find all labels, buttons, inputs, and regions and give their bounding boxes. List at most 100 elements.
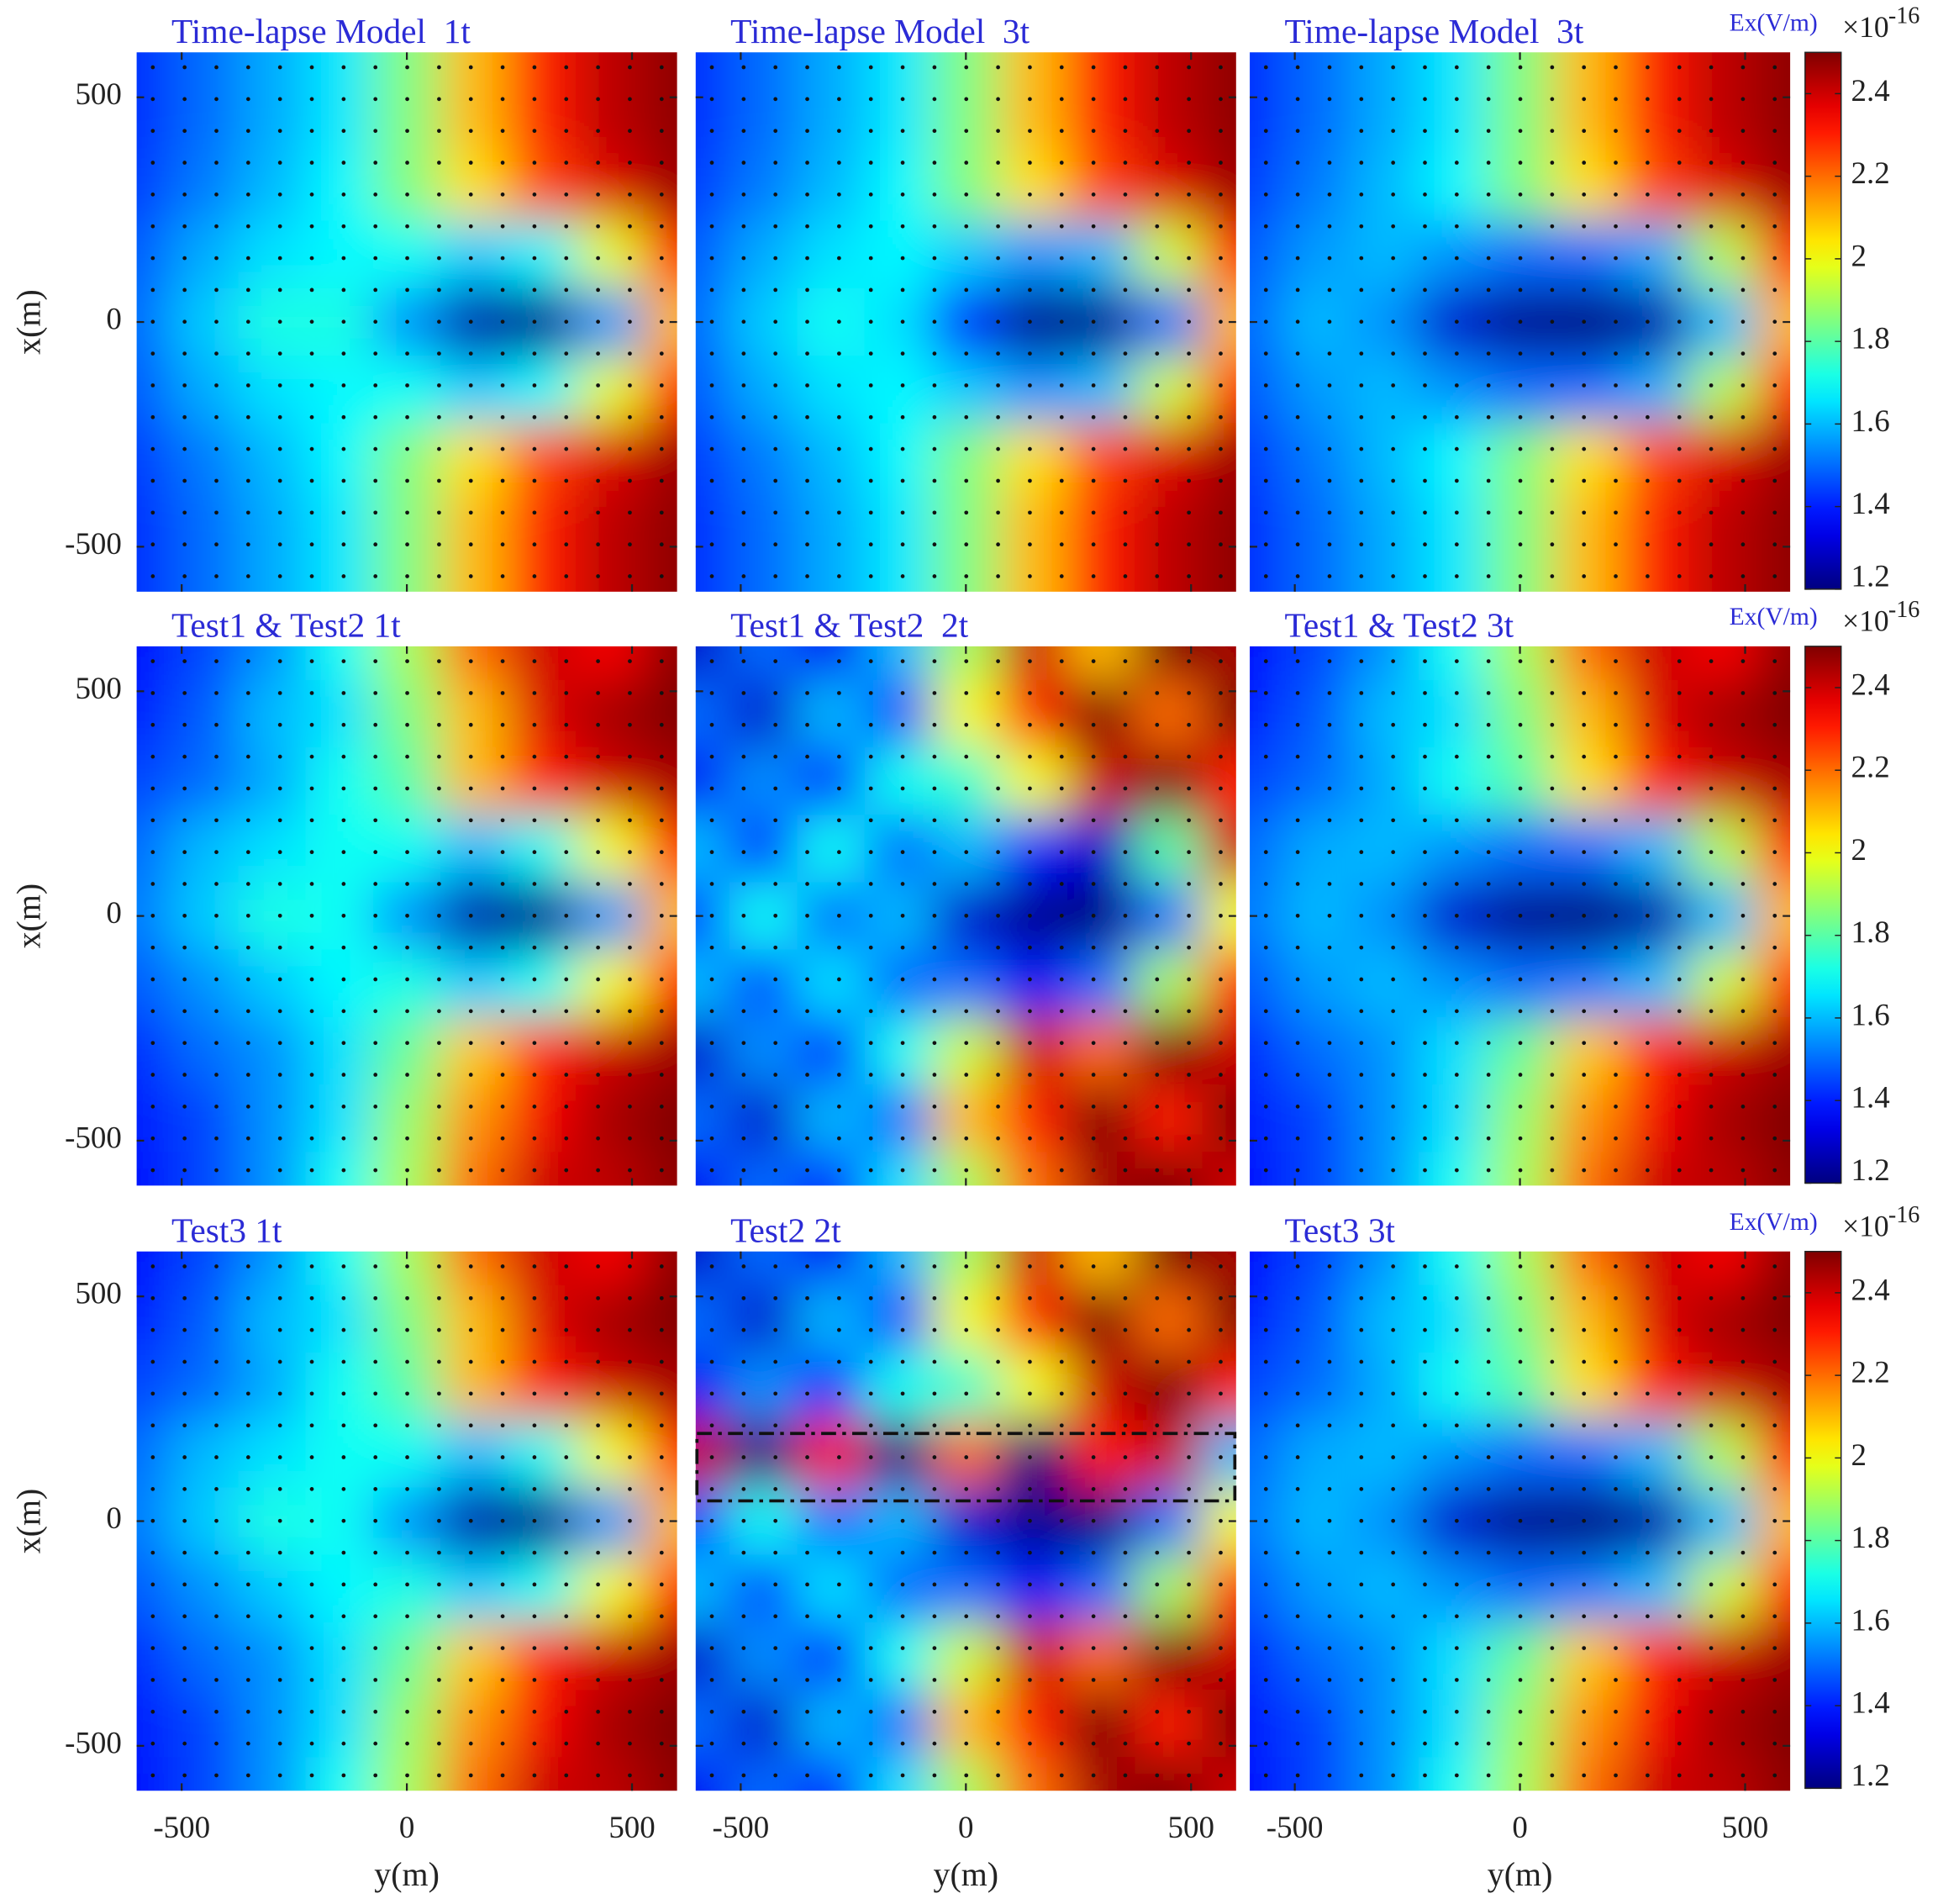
station-dot (1486, 1359, 1491, 1364)
station-dot (1454, 193, 1459, 197)
station-dot (1059, 1264, 1064, 1268)
station-dot (341, 722, 346, 727)
station-dot (1518, 882, 1523, 886)
station-dot (1423, 1168, 1427, 1173)
station-dot (1187, 1582, 1192, 1587)
station-dot (437, 574, 441, 578)
station-dot (1391, 319, 1396, 324)
cell (1283, 356, 1352, 425)
station-dot (1454, 850, 1459, 855)
station-dot (900, 1168, 905, 1173)
cell (1351, 153, 1419, 222)
station-dot (1091, 945, 1096, 950)
station-dot (628, 1041, 632, 1046)
station-dot (564, 1391, 569, 1396)
cell (864, 557, 933, 592)
station-dot (805, 351, 809, 356)
station-dot (182, 1295, 187, 1300)
station-dot (1187, 882, 1192, 886)
station-dot (277, 1136, 282, 1141)
station-dot (1295, 1327, 1300, 1332)
station-dot (596, 1041, 600, 1046)
colorbar (1804, 1251, 1842, 1790)
station-dot (182, 818, 187, 823)
x-tick-label: 500 (1168, 1810, 1214, 1844)
station-dot (659, 193, 664, 197)
cell (440, 1353, 509, 1421)
station-dot (709, 1518, 714, 1523)
station-dot (596, 574, 600, 578)
station-dot (1772, 383, 1777, 388)
cell (999, 646, 1068, 681)
station-dot (837, 1550, 841, 1555)
station-dot (996, 1582, 1000, 1587)
station-dot (1709, 542, 1714, 547)
station-dot (964, 97, 969, 102)
station-dot (309, 319, 314, 324)
station-dot (1518, 1168, 1523, 1173)
station-dot (596, 1678, 600, 1682)
station-dot (900, 1550, 905, 1555)
station-dot (1518, 287, 1523, 293)
station-dot (341, 1518, 346, 1523)
station-dot (900, 97, 905, 102)
station-dot (1486, 65, 1491, 70)
station-dot (564, 1009, 569, 1014)
station-dot (1359, 1295, 1364, 1300)
station-dot (1423, 414, 1427, 419)
station-dot (741, 786, 746, 791)
station-dot (1646, 224, 1650, 229)
panel (136, 52, 677, 592)
station-dot (373, 1678, 378, 1682)
cell (1553, 1554, 1622, 1623)
cell (1419, 646, 1488, 681)
station-dot (245, 1773, 250, 1778)
station-dot (309, 287, 314, 293)
station-dot (932, 510, 937, 515)
station-dot (1582, 1614, 1587, 1619)
station-dot (1709, 1073, 1714, 1077)
station-dot (214, 786, 219, 791)
station-dot (996, 256, 1000, 261)
station-dot (1263, 1741, 1268, 1746)
station-dot (564, 1487, 569, 1491)
station-dot (1359, 1391, 1364, 1396)
station-dot (628, 1073, 632, 1077)
cell (170, 287, 239, 356)
cell (1621, 646, 1690, 681)
station-dot (1614, 161, 1618, 165)
station-dot (214, 1041, 219, 1046)
cell (1066, 1689, 1135, 1758)
station-dot (1059, 1105, 1064, 1109)
station-dot (932, 1550, 937, 1555)
station-dot (1091, 129, 1096, 134)
cell (170, 815, 239, 883)
station-dot (277, 913, 282, 918)
station-dot (245, 1423, 250, 1428)
station-dot (964, 1295, 969, 1300)
station-dot (1359, 319, 1364, 324)
station-dot (1518, 1105, 1523, 1109)
station-dot (1391, 1550, 1396, 1555)
x-axis-label: y(m) (934, 1855, 999, 1893)
station-dot (1187, 1614, 1192, 1619)
station-dot (1518, 786, 1523, 791)
stations (709, 65, 1223, 578)
station-dot (741, 1327, 746, 1332)
station-dot (1028, 1295, 1032, 1300)
station-dot (1772, 1646, 1777, 1650)
station-dot (900, 691, 905, 695)
cell (932, 1353, 1001, 1421)
cell (1351, 490, 1419, 559)
station-dot (564, 882, 569, 886)
station-dot (1327, 1073, 1332, 1077)
station-dot (373, 1264, 378, 1268)
station-dot (805, 1773, 809, 1778)
cell (1066, 747, 1135, 816)
station-dot (1028, 1391, 1032, 1396)
station-dot (564, 1041, 569, 1046)
station-dot (1423, 1455, 1427, 1459)
station-dot (596, 786, 600, 791)
station-dot (500, 1518, 505, 1523)
station-dot (1646, 1295, 1650, 1300)
